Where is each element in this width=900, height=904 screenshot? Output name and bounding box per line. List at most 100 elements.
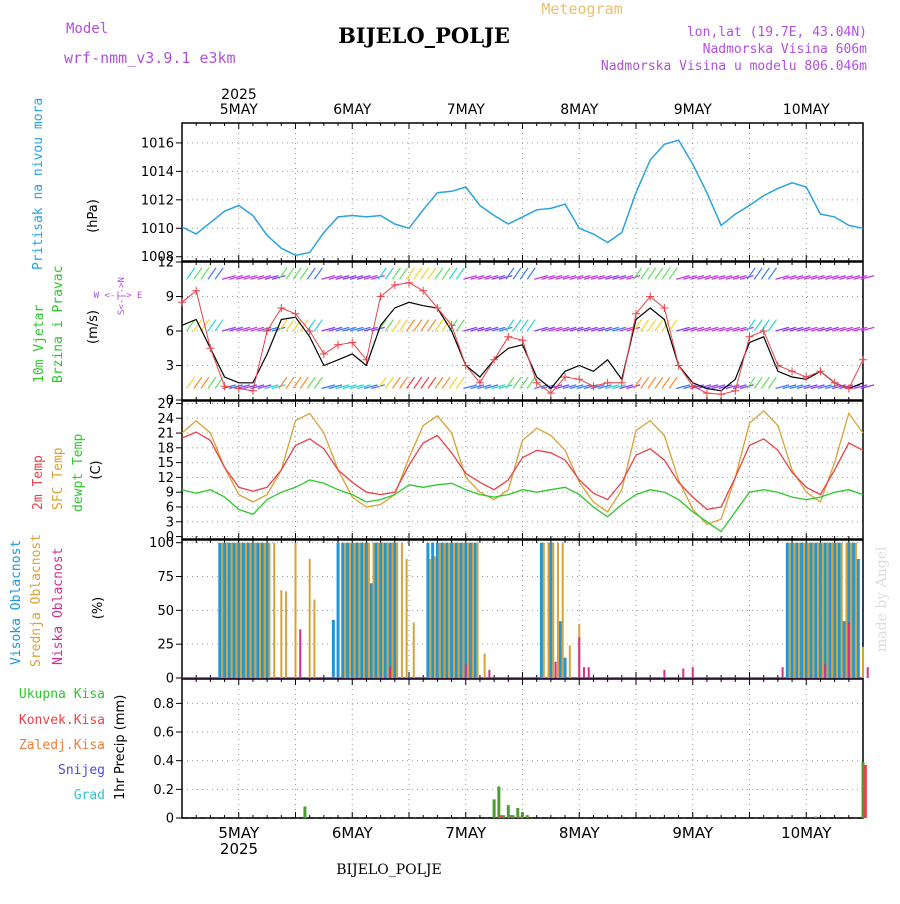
y-tick-label: 3 <box>166 359 174 374</box>
wind-arrow <box>676 384 690 390</box>
y-tick-label: 1012 <box>141 193 174 208</box>
wind-arrow <box>484 384 499 390</box>
y-tick-label: 0 <box>166 812 174 827</box>
mid-cloud-bar <box>221 542 224 678</box>
model-value: wrf-nmm_v3.9.1 e3km <box>64 49 236 67</box>
wind-arrow <box>760 319 770 332</box>
wind-arrow <box>668 319 678 332</box>
high-cloud-bar <box>833 542 837 678</box>
wind-arrow <box>257 275 272 280</box>
high-cloud-bar <box>369 583 373 678</box>
high-cloud-bar <box>563 657 567 678</box>
wind-arrow <box>335 384 350 390</box>
y-tick-label: 1010 <box>141 222 174 237</box>
wind-arrow <box>292 376 302 389</box>
wind-arrow <box>271 326 286 332</box>
convective-rain-bar <box>509 815 513 818</box>
total-rain-bar <box>497 786 501 818</box>
wind-arrow <box>612 326 627 332</box>
high-cloud-bar <box>246 542 250 678</box>
high-cloud-bar <box>450 542 454 678</box>
gust-marker <box>688 382 697 391</box>
wind-arrow <box>491 275 506 280</box>
wind-arrow <box>647 319 657 332</box>
gust-marker <box>206 344 215 353</box>
wind-arrow <box>377 376 387 389</box>
y-tick-label: 12 <box>157 471 174 486</box>
wind-arrow <box>420 267 430 280</box>
wind-arrow <box>512 319 522 332</box>
high-cloud-bar <box>260 542 264 678</box>
bottom-day-label: 9MAY <box>672 824 714 842</box>
high-cloud-bar <box>331 619 335 678</box>
high-cloud-bar <box>256 542 260 678</box>
wind-arrow <box>753 267 763 280</box>
wind-arrow <box>519 267 529 280</box>
wind-arrow <box>803 384 818 390</box>
wind-arrow <box>746 376 756 389</box>
wind-arrow <box>825 326 839 332</box>
mid-cloud-bar <box>821 542 824 678</box>
low-cloud-bar <box>554 661 557 678</box>
y-tick-label: 50 <box>157 604 174 619</box>
low-cloud-bar <box>663 669 666 678</box>
wind-arrow <box>292 267 302 280</box>
wind-arrow <box>193 267 203 280</box>
mid-cloud-bar <box>434 556 437 678</box>
cloud-panel: 0 25 50 75 100 <box>149 536 869 687</box>
wind-arrow <box>434 376 444 389</box>
wind-arrow <box>455 319 465 332</box>
wind-arrow <box>207 376 217 389</box>
wind-arrow <box>491 384 506 390</box>
gust-marker <box>518 336 527 345</box>
low-cloud-bar <box>866 667 869 678</box>
y-tick-label: 24 <box>157 412 174 427</box>
wind-arrow <box>441 376 451 389</box>
gust-marker <box>788 367 797 376</box>
wind-arrow <box>342 384 357 390</box>
top-day-label: 5MAY <box>220 102 258 118</box>
y-tick-label: 0 <box>166 530 174 545</box>
mid-cloud-bar <box>831 542 834 678</box>
mid-cloud-bar <box>259 542 262 678</box>
wind-arrow <box>427 267 437 280</box>
wind-arrow <box>562 275 577 280</box>
mid-cloud-bar <box>850 542 853 678</box>
gust-marker <box>646 292 655 301</box>
wind-arrow <box>406 267 416 280</box>
gust-marker <box>532 378 541 387</box>
high-cloud-bar <box>346 542 350 678</box>
mid-cloud-bar <box>807 542 810 678</box>
wind-axis-title-1: 10m Vjetar <box>32 305 47 383</box>
wind-arrow <box>817 326 832 332</box>
convective-rain-bar <box>499 815 503 818</box>
wind-arrow <box>654 376 664 389</box>
mid-cloud-bar <box>386 542 389 678</box>
wind-arrow <box>683 275 697 280</box>
wind-arrow <box>526 376 536 389</box>
wind-arrow <box>846 326 861 332</box>
wind-arrow <box>555 384 570 390</box>
wind-arrow <box>384 376 394 389</box>
gust-marker <box>702 389 711 398</box>
gust-marker <box>490 355 499 364</box>
wind-arrow <box>243 384 258 390</box>
temp-axis-title-dewpt: dewpt Temp <box>71 434 86 512</box>
wind-arrow <box>193 319 203 332</box>
mid-cloud-bar <box>788 542 791 678</box>
high-cloud-bar <box>468 542 472 678</box>
gust-marker <box>617 378 626 387</box>
gust-marker <box>334 340 343 349</box>
y-tick-label: 75 <box>157 570 174 585</box>
mid-cloud-bar <box>235 542 238 678</box>
wind-arrow <box>810 384 825 390</box>
wind-arrow <box>562 326 577 332</box>
high-cloud-bar <box>473 542 477 678</box>
wind-arrow <box>498 326 513 332</box>
gust-marker <box>234 384 243 393</box>
high-cloud-bar <box>464 542 468 678</box>
wind-arrow <box>654 267 664 280</box>
wind-arrow <box>647 376 657 389</box>
high-cloud-bar <box>558 621 562 678</box>
wind-arrow <box>796 384 811 390</box>
